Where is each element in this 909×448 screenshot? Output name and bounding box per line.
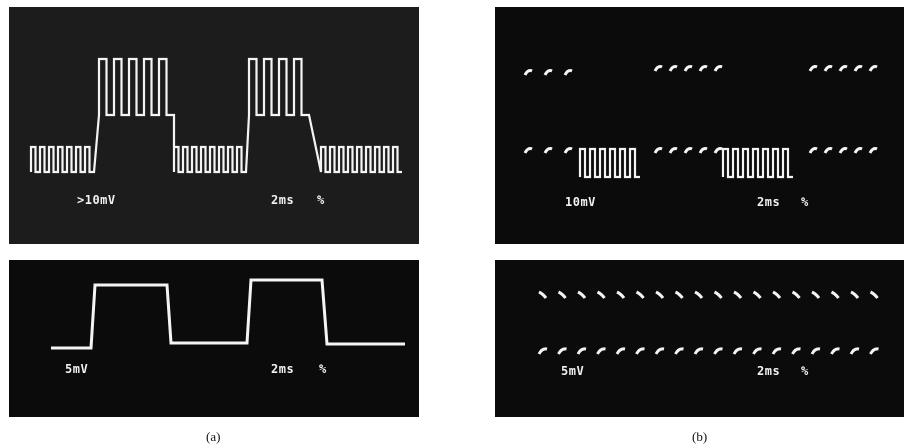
pulse-mark: [616, 290, 626, 299]
pulse-mark: [772, 290, 782, 299]
pulse-mark: [668, 147, 678, 154]
pulse-mark: [713, 147, 723, 154]
pulse-mark: [869, 347, 879, 355]
marker-b-bottom: %: [801, 364, 809, 378]
pulse-mark: [557, 347, 567, 355]
pulse-mark: [563, 147, 573, 154]
pulse-mark: [674, 347, 684, 355]
scope-screen-a-top: >10mV 2ms %: [9, 7, 419, 244]
pulse-mark: [523, 69, 533, 76]
trace-b-top-pulses: [523, 65, 878, 154]
pulse-mark: [849, 347, 860, 355]
voltage-label-b-bottom: 5mV: [561, 364, 585, 378]
pulse-mark: [869, 290, 879, 299]
pulse-mark: [868, 147, 878, 154]
pulse-mark: [830, 347, 840, 355]
pulse-mark: [808, 65, 818, 72]
waveform-b-top: [523, 65, 878, 179]
caption-b: (b): [692, 429, 708, 444]
pulse-mark: [713, 347, 723, 355]
pulse-mark: [698, 65, 708, 72]
pulse-mark: [543, 147, 553, 154]
pulse-mark: [653, 147, 663, 154]
pulse-mark: [615, 347, 626, 355]
pulse-mark: [838, 147, 848, 154]
pulse-mark: [698, 147, 708, 154]
pulse-mark: [752, 290, 762, 299]
pulse-mark: [635, 290, 645, 299]
trace-a-bottom: [51, 278, 405, 350]
pulse-mark: [823, 65, 833, 72]
pulse-mark: [596, 290, 606, 299]
time-label-a-bottom: 2ms: [271, 362, 295, 376]
pulse-mark: [596, 347, 606, 355]
trace-a-top: [29, 57, 402, 174]
pulse-mark: [791, 290, 801, 299]
pulse-mark: [830, 290, 840, 299]
pulse-mark: [694, 290, 704, 299]
pulse-mark: [674, 290, 684, 299]
pulse-mark: [850, 290, 860, 299]
pulse-mark: [811, 290, 821, 299]
pulse-mark: [732, 347, 743, 355]
time-label-b-top: 2ms: [757, 195, 781, 209]
voltage-label-a-bottom: 5mV: [65, 362, 89, 376]
marker-a-bottom: %: [319, 362, 327, 376]
pulse-mark: [823, 147, 833, 154]
marker-b-top: %: [801, 195, 809, 209]
pulse-mark: [537, 347, 548, 355]
voltage-label-a-top: >10mV: [77, 193, 116, 207]
trace-b-top-low: [578, 147, 793, 179]
trace-b-bottom-pulses: [537, 290, 879, 355]
pulse-mark: [563, 69, 573, 76]
waveform-b-bottom: [537, 290, 879, 355]
caption-a: (a): [206, 429, 221, 444]
pulse-mark: [653, 65, 663, 72]
pulse-mark: [853, 147, 863, 154]
pulse-mark: [733, 290, 743, 299]
pulse-mark: [577, 290, 587, 299]
pulse-mark: [635, 347, 645, 355]
pulse-mark: [808, 147, 818, 154]
pulse-mark: [576, 347, 587, 355]
pulse-mark: [683, 65, 693, 72]
pulse-mark: [713, 65, 723, 72]
scope-screen-a-bottom: 5mV 2ms %: [9, 260, 419, 417]
pulse-mark: [683, 147, 693, 154]
scope-screen-b-bottom: 5mV 2ms %: [495, 260, 904, 417]
pulse-mark: [693, 347, 704, 355]
time-label-a-top: 2ms: [271, 193, 295, 207]
pulse-mark: [810, 347, 821, 355]
time-label-b-bottom: 2ms: [757, 364, 781, 378]
pulse-mark: [791, 347, 801, 355]
scope-screen-b-top: 10mV 2ms %: [495, 7, 904, 244]
waveform-a-bottom: [51, 278, 405, 350]
pulse-mark: [543, 69, 553, 76]
pulse-mark: [868, 65, 878, 72]
pulse-mark: [557, 290, 567, 299]
pulse-mark: [655, 290, 665, 299]
voltage-label-b-top: 10mV: [565, 195, 596, 209]
pulse-mark: [538, 290, 548, 299]
marker-a-top: %: [317, 193, 325, 207]
pulse-mark: [771, 347, 782, 355]
pulse-mark: [752, 347, 762, 355]
pulse-mark: [838, 65, 848, 72]
pulse-mark: [853, 65, 863, 72]
pulse-mark: [713, 290, 723, 299]
pulse-mark: [523, 147, 533, 154]
pulse-mark: [654, 347, 665, 355]
waveform-a-top: [29, 57, 402, 174]
pulse-mark: [668, 65, 678, 72]
